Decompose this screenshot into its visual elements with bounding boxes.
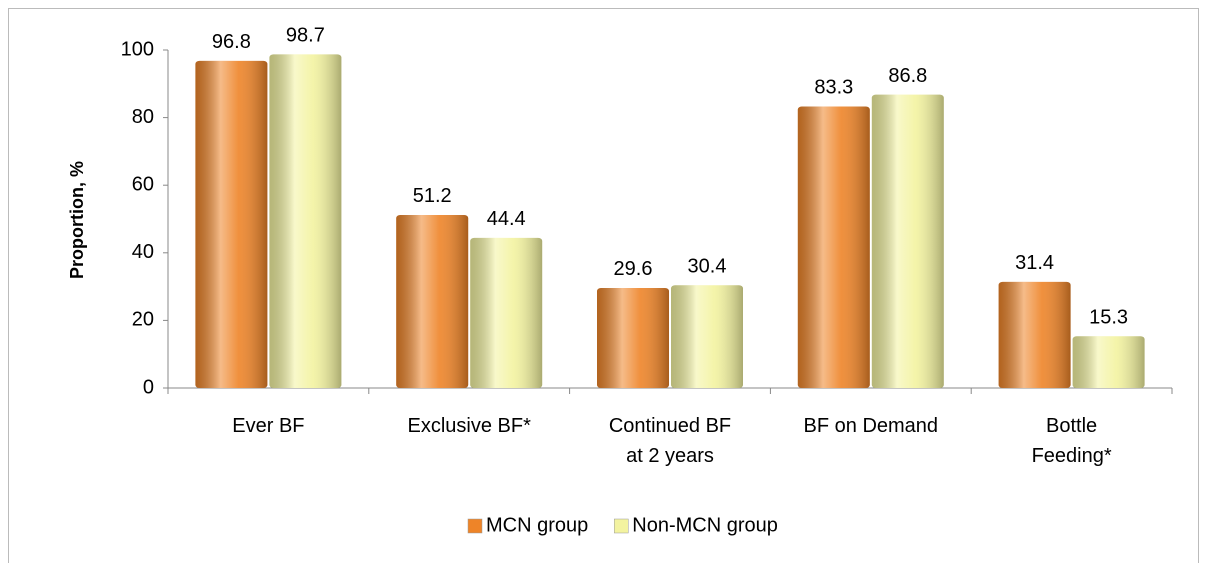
value-label: 29.6 (614, 258, 653, 280)
x-tick-label: Exclusive BF* (407, 415, 531, 437)
y-axis-label: Proportion, % (67, 161, 87, 279)
y-tick-label: 20 (132, 309, 154, 331)
y-tick-label: 60 (132, 173, 154, 195)
bar-highlight (1072, 336, 1145, 388)
bar-highlight (269, 54, 342, 388)
x-tick-label: Ever BF (232, 415, 305, 437)
bar-highlight (396, 214, 469, 388)
x-tick-label: Bottle Feeding* (1031, 415, 1112, 467)
bar-highlight (195, 60, 268, 388)
value-label: 98.7 (286, 25, 325, 47)
y-tick-label: 0 (143, 376, 154, 398)
bar-highlight (998, 281, 1071, 388)
y-tick-label: 40 (132, 241, 154, 263)
legend-label: Non-MCN group (632, 514, 778, 536)
y-tick-label: 100 (121, 38, 154, 60)
x-tick-label: BF on Demand (803, 415, 939, 437)
y-tick-label: 80 (132, 106, 154, 128)
value-label: 15.3 (1089, 307, 1128, 329)
legend-label: MCN group (486, 514, 588, 536)
legend-swatch (614, 518, 629, 534)
value-label: 31.4 (1015, 252, 1054, 274)
value-label: 30.4 (688, 256, 727, 278)
value-label: 44.4 (487, 208, 526, 230)
value-label: 96.8 (212, 31, 251, 53)
bar-highlight (470, 237, 543, 388)
bar-highlight (597, 287, 669, 388)
bar-highlight (871, 94, 944, 388)
x-tick-label: Continued BF at 2 years (608, 415, 732, 467)
bar-highlight (797, 106, 870, 389)
chart-frame (8, 8, 1199, 563)
value-label: 86.8 (888, 65, 927, 87)
value-label: 51.2 (413, 185, 452, 207)
legend-swatch (467, 518, 483, 534)
bar-highlight (671, 285, 743, 388)
value-label: 83.3 (814, 77, 853, 99)
